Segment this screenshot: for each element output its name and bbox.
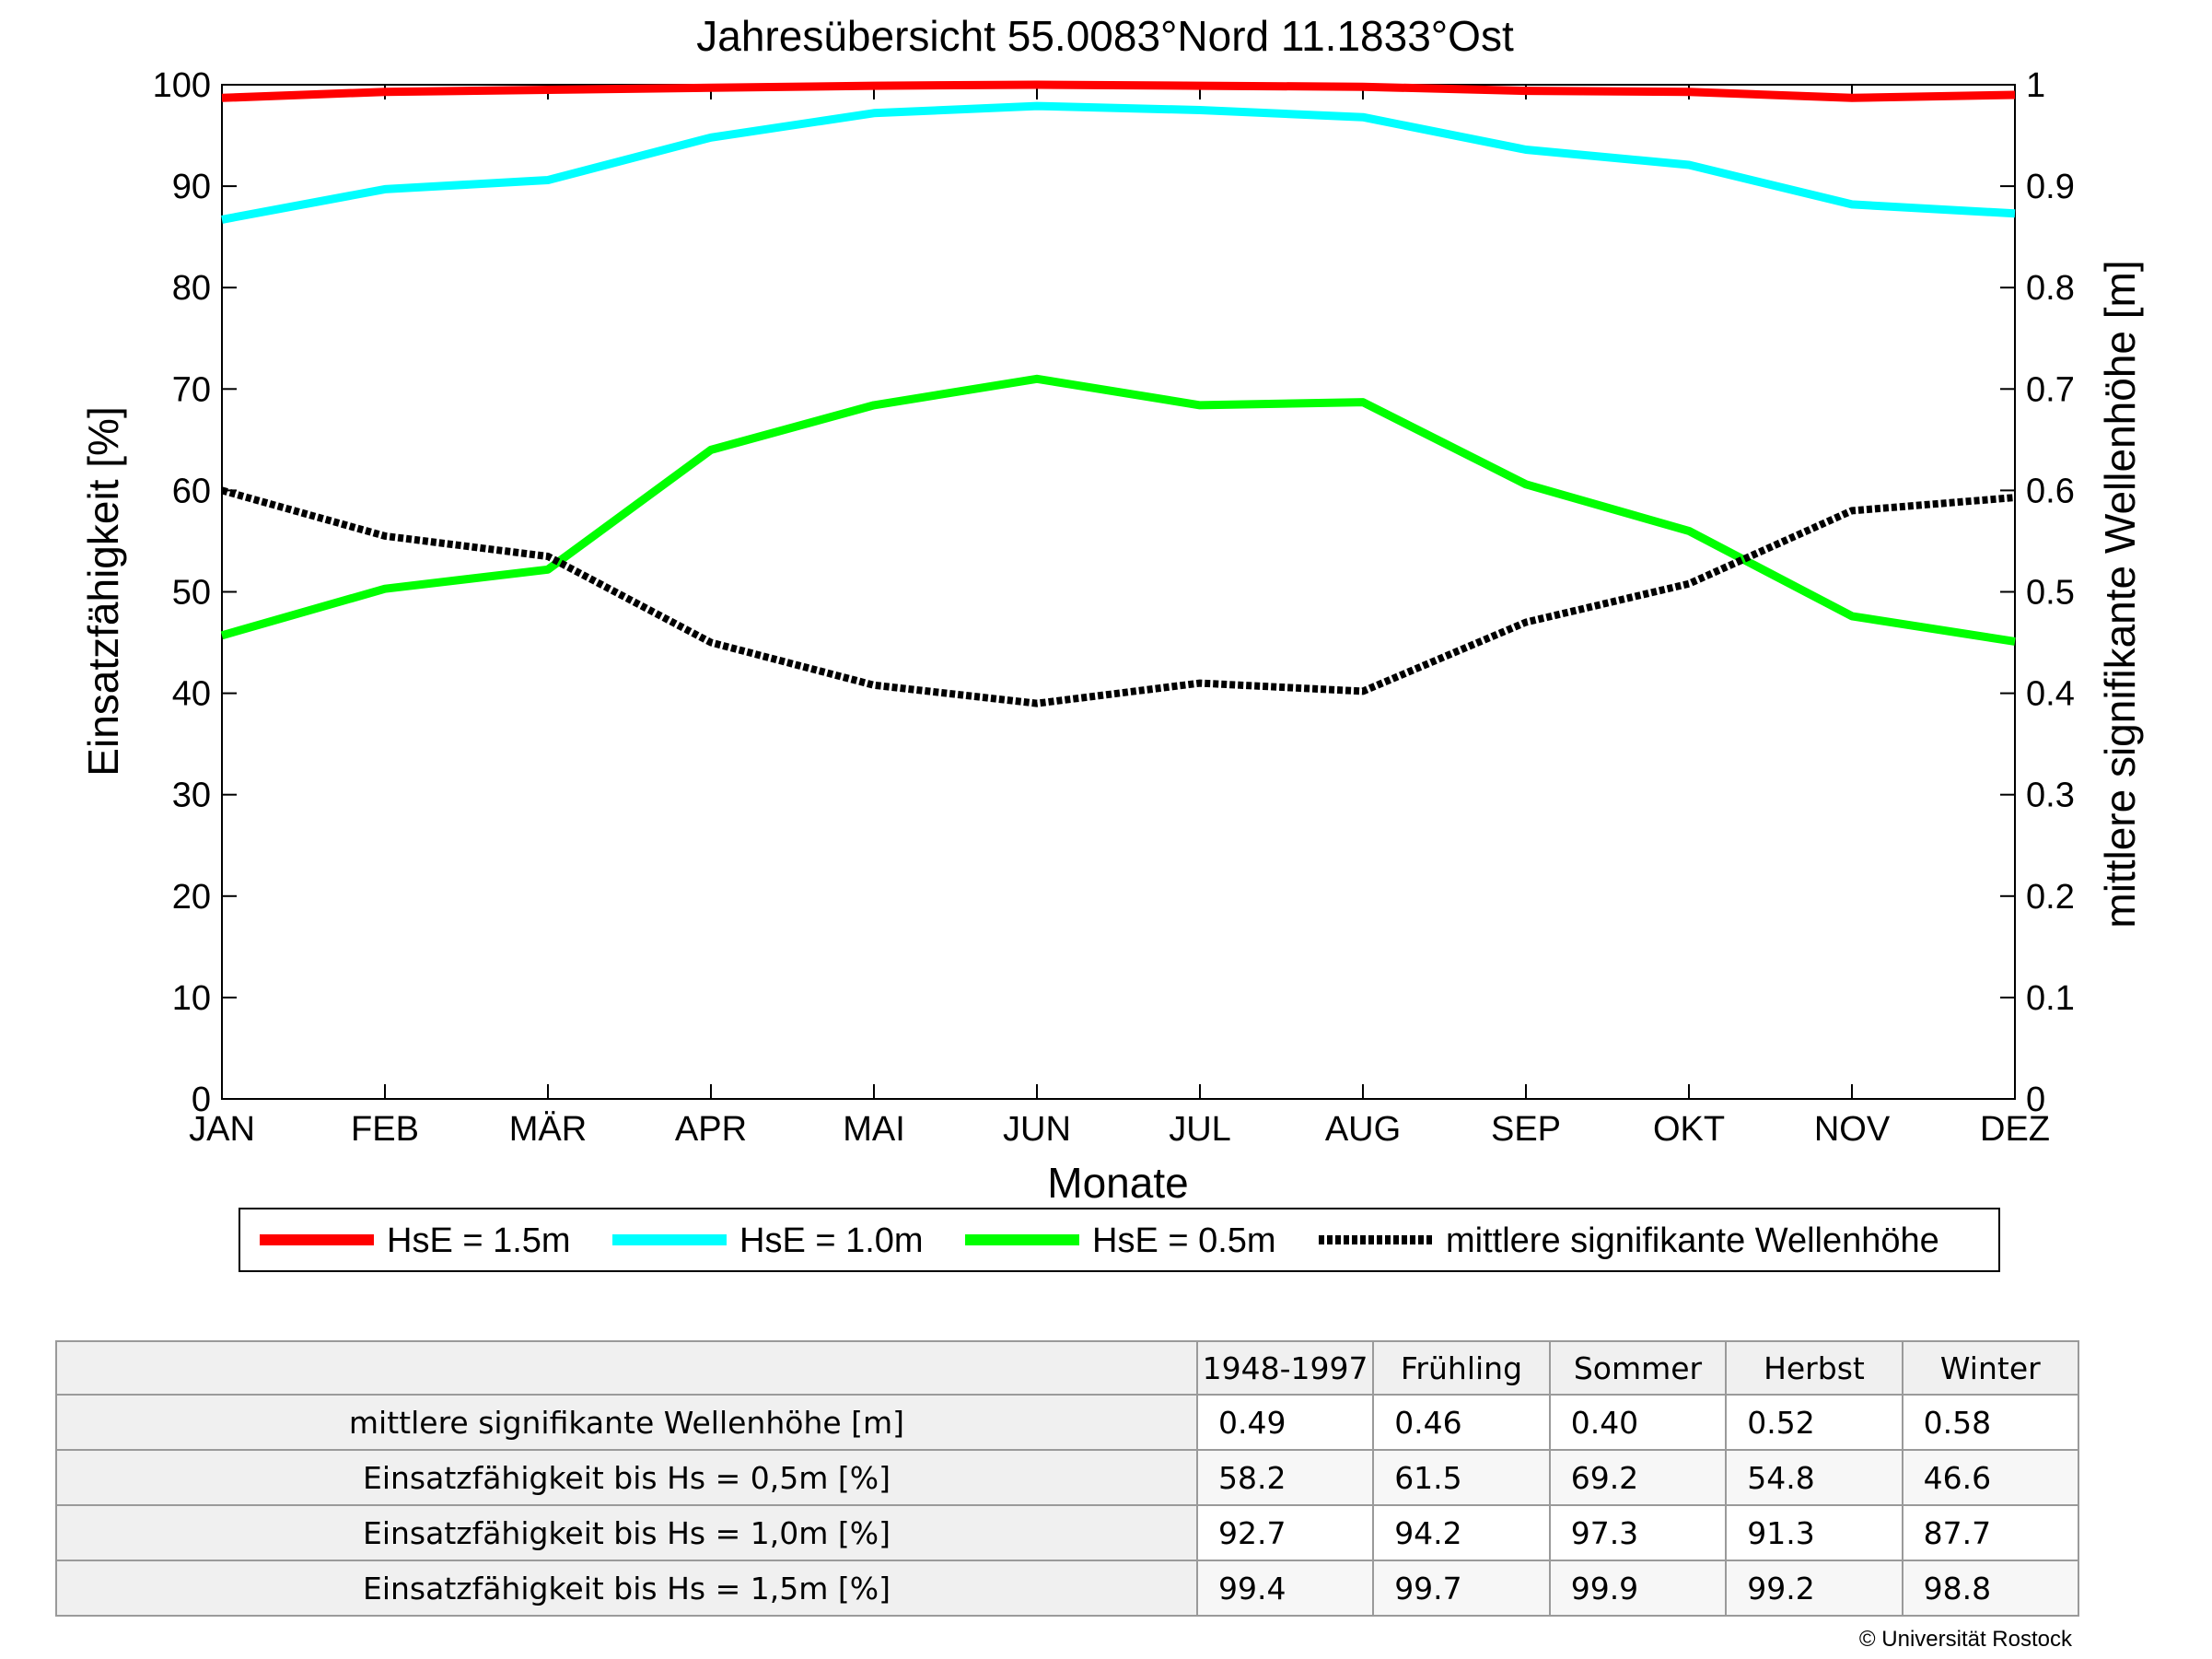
y2-tick-label: 0.2 (2026, 878, 2075, 917)
y2-tick-label: 0.9 (2026, 168, 2075, 206)
y-tick-label: 60 (172, 472, 211, 510)
table-cell: 94.2 (1372, 1504, 1551, 1561)
table-cell: 99.2 (1725, 1560, 1903, 1617)
legend-label: HsE = 1.0m (739, 1221, 924, 1260)
y-tick-label: 80 (172, 269, 211, 308)
table-cell: 58.2 (1195, 1449, 1375, 1506)
table-cell: 99.9 (1548, 1560, 1728, 1617)
y2-axis-label: mittlere signifikante Wellenhöhe [m] (2096, 260, 2144, 928)
table-header-row: 1948-1997 Frühling Sommer Herbst Winter (55, 1340, 2080, 1396)
table-cell: 87.7 (1901, 1504, 2080, 1561)
series-line-1 (221, 101, 2016, 224)
table-cell: 0.46 (1372, 1394, 1551, 1451)
x-tick-label: APR (675, 1110, 747, 1149)
x-tick-label: MAI (843, 1110, 905, 1149)
x-tick-label: NOV (1814, 1110, 1891, 1149)
y-axis-right: 0 0.1 0.2 0.3 0.4 0.5 0.6 0.7 0.8 0.9 1 (2000, 66, 2075, 1119)
x-axis: JAN FEB MÄR APR MAI JUN JUL AUG SEP OKT NOV DEZ (189, 85, 2050, 1149)
legend-box (239, 1208, 2000, 1272)
legend: HsE = 1.5m HsE = 1.0m HsE = 0.5m mittlere s… (260, 1221, 1939, 1260)
y-tick-label: 50 (172, 574, 211, 613)
x-tick-label: MÄR (509, 1110, 587, 1149)
plot-area (221, 84, 2016, 1100)
legend-label: mittlere signifikante Wellenhöhe (1446, 1221, 1939, 1260)
table-cell: 69.2 (1548, 1449, 1728, 1506)
row-label: Einsatzfähigkeit bis Hs = 0,5m [%] (55, 1449, 1198, 1506)
y2-tick-label: 1 (2026, 66, 2045, 105)
y2-tick-label: 0.5 (2026, 574, 2075, 613)
table-cell: 0.49 (1195, 1394, 1375, 1451)
y2-tick-label: 0.8 (2026, 269, 2075, 308)
x-tick-label: FEB (351, 1110, 419, 1149)
table-cell: 0.40 (1548, 1394, 1728, 1451)
x-tick-label: DEZ (1980, 1110, 2050, 1149)
series-line-2 (220, 374, 2016, 646)
x-tick-label: OKT (1653, 1110, 1725, 1149)
row-label: Einsatzfähigkeit bis Hs = 1,5m [%] (55, 1560, 1198, 1617)
chart-title: Jahresübersicht 55.0083°Nord 11.1833°Ost (696, 12, 1514, 60)
table-header-winter: Winter (1901, 1340, 2080, 1396)
series-line-0 (221, 80, 2016, 102)
y-tick-label: 90 (172, 168, 211, 206)
table-cell: 0.52 (1725, 1394, 1903, 1451)
table-header-corner (55, 1340, 1198, 1396)
table-cell: 91.3 (1725, 1504, 1903, 1561)
stats-table: 1948-1997 Frühling Sommer Herbst Winter … (55, 1340, 2080, 1617)
copyright-notice: © Universität Rostock (1858, 1627, 2072, 1652)
x-tick-label: AUG (1325, 1110, 1401, 1149)
table-header-period: 1948-1997 (1195, 1340, 1375, 1396)
table-cell: 92.7 (1195, 1504, 1375, 1561)
series-layer (220, 80, 2016, 707)
table-cell: 0.58 (1901, 1394, 2080, 1451)
y-tick-label: 30 (172, 777, 211, 815)
y-tick-label: 70 (172, 370, 211, 409)
y2-tick-label: 0.3 (2026, 777, 2075, 815)
y2-tick-label: 0.4 (2026, 675, 2075, 714)
y-axis-label: Einsatzfähigkeit [%] (79, 406, 127, 776)
y2-tick-label: 0 (2026, 1081, 2045, 1119)
row-label: mittlere signifikante Wellenhöhe [m] (55, 1394, 1198, 1451)
table-cell: 54.8 (1725, 1449, 1903, 1506)
x-axis-label: Monate (1047, 1159, 1188, 1207)
y-tick-label: 0 (192, 1081, 211, 1119)
y2-tick-label: 0.6 (2026, 472, 2075, 510)
legend-label: HsE = 0.5m (1092, 1221, 1276, 1260)
y-tick-label: 100 (153, 66, 211, 105)
table-row: Einsatzfähigkeit bis Hs = 1,0m [%] 92.7 … (55, 1504, 2080, 1561)
y-tick-label: 20 (172, 878, 211, 917)
chart: Jahresübersicht 55.0083°Nord 11.1833°Ost… (79, 12, 2144, 1272)
table-header-spring: Frühling (1372, 1340, 1551, 1396)
y2-tick-label: 0.7 (2026, 370, 2075, 409)
table-row: Einsatzfähigkeit bis Hs = 1,5m [%] 99.4 … (55, 1560, 2080, 1617)
table-cell: 46.6 (1901, 1449, 2080, 1506)
table-header-summer: Sommer (1548, 1340, 1728, 1396)
table-cell: 97.3 (1548, 1504, 1728, 1561)
table-row: Einsatzfähigkeit bis Hs = 0,5m [%] 58.2 … (55, 1449, 2080, 1506)
y-tick-label: 40 (172, 675, 211, 714)
x-tick-label: SEP (1491, 1110, 1561, 1149)
y-tick-label: 10 (172, 979, 211, 1018)
legend-label: HsE = 1.5m (387, 1221, 571, 1260)
table-cell: 61.5 (1372, 1449, 1551, 1506)
table-cell: 98.8 (1901, 1560, 2080, 1617)
row-label: Einsatzfähigkeit bis Hs = 1,0m [%] (55, 1504, 1198, 1561)
table-cell: 99.7 (1372, 1560, 1551, 1617)
table-header-autumn: Herbst (1725, 1340, 1903, 1396)
series-line-3 (220, 486, 2016, 707)
x-tick-label: JUL (1169, 1110, 1231, 1149)
table-cell: 99.4 (1195, 1560, 1375, 1617)
table-row: mittlere signifikante Wellenhöhe [m] 0.4… (55, 1394, 2080, 1451)
x-tick-label: JAN (189, 1110, 255, 1149)
y2-tick-label: 0.1 (2026, 979, 2075, 1018)
x-tick-label: JUN (1003, 1110, 1071, 1149)
